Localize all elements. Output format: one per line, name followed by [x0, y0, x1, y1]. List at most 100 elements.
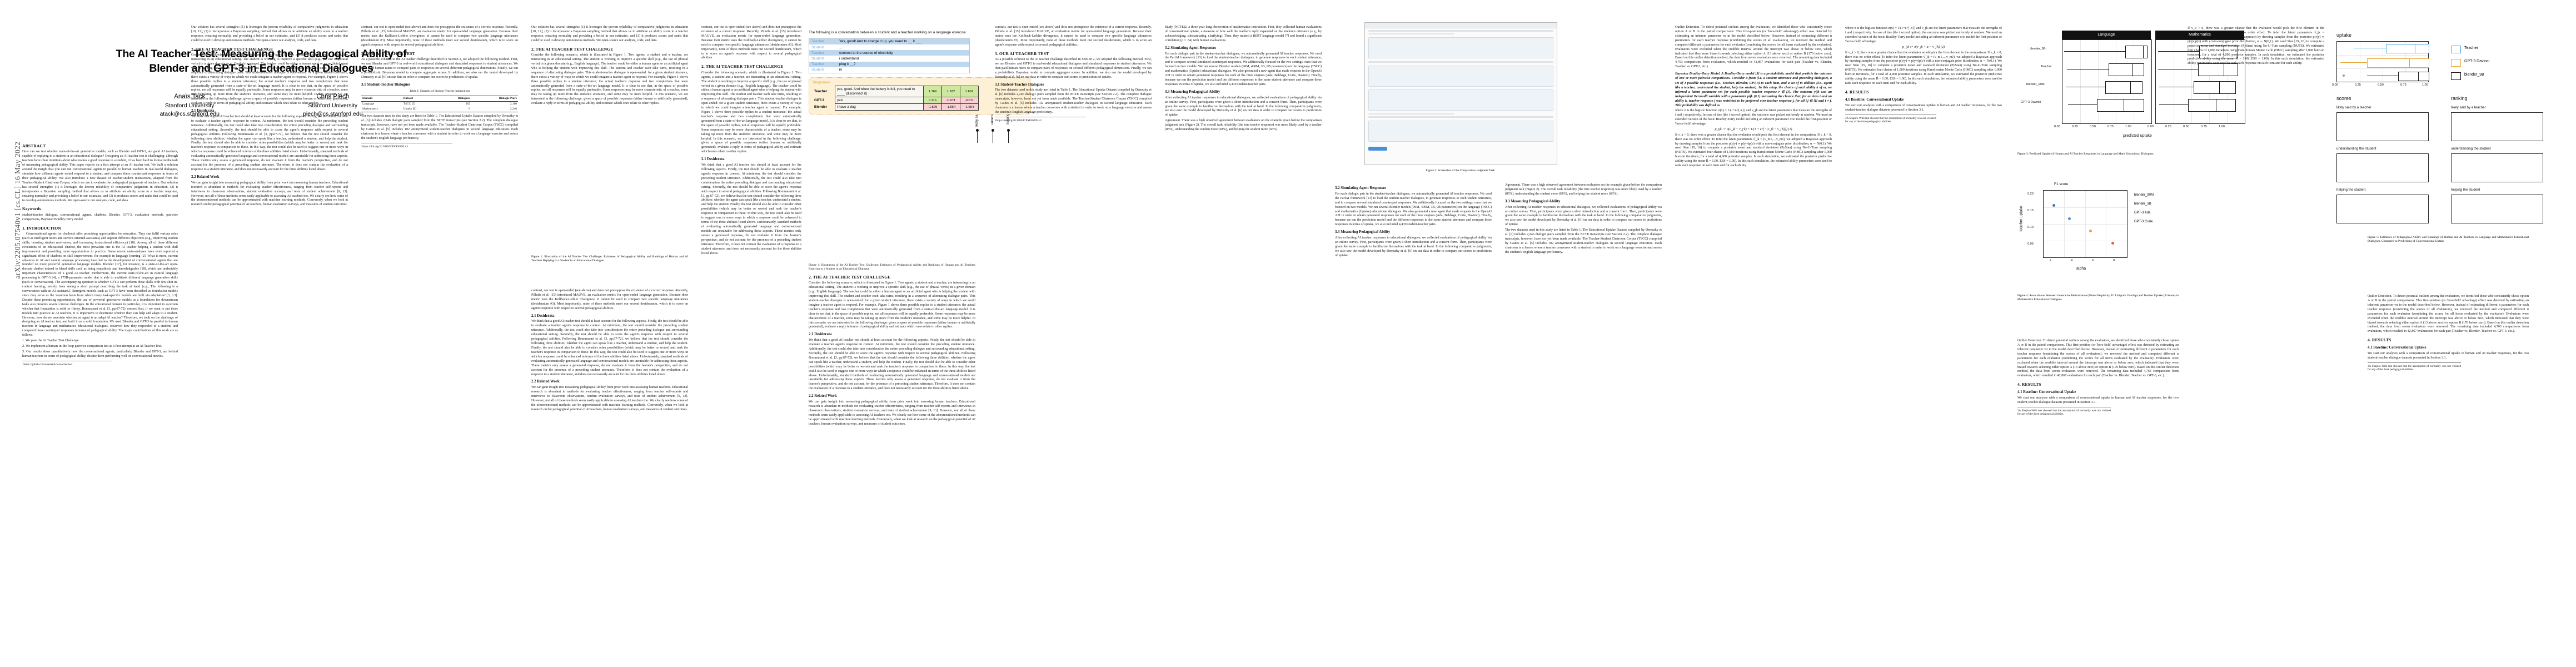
figure-5-plot: uptake 0.00 0.25 0.50 0.75 1.00 — [2332, 32, 2568, 223]
whisker-gpt3 — [2340, 62, 2367, 63]
author-affiliation: Stanford University — [308, 102, 358, 109]
author-block: Chris Piech Stanford University piech@cs… — [303, 92, 363, 118]
figure-4-axes — [2043, 190, 2127, 258]
results-41-heading: 4.1 Baseline: Conversational Uptake — [2017, 390, 2076, 395]
response-text: i have a dog — [835, 103, 924, 111]
subsection-heading: 2.1 Desiderata — [531, 313, 555, 318]
section-heading-2: 2. THE AI TEACHER TEST CHALLENGE — [809, 274, 891, 280]
table-col-header: Dataset — [403, 97, 413, 101]
xtick-label: 0.00 — [2148, 125, 2154, 128]
axis-stem — [1008, 131, 1009, 143]
figure-1-caption-main: Figure 1: Illustration of the AI Teacher… — [809, 263, 975, 271]
paragraph: Consider the following scenario, which i… — [531, 53, 688, 106]
response-score: 1.632 — [941, 86, 960, 98]
dialogue-row: Student ... — [809, 44, 970, 51]
screenshot-option-b — [1368, 89, 1553, 111]
box-median — [2224, 46, 2238, 58]
column-3: contrast, our test is open-ended (see ab… — [361, 26, 518, 654]
column-4-lower: contrast, our test is open-ended (see ab… — [531, 289, 688, 656]
author-block: Anaïs Tack Stanford University atack@cs.… — [160, 92, 220, 118]
paragraph: contrast, our test is open-ended (see ab… — [701, 26, 801, 60]
dialogue-row: Student i understand — [809, 56, 970, 62]
box — [2105, 81, 2131, 94]
subsection-heading-32: 3.2 Simulating Agent Responses — [1165, 46, 1217, 50]
panel-label-scores: scores — [2336, 96, 2351, 101]
table-cell: Language — [362, 102, 375, 106]
equation-1: p_ijk := σ(ν_jk − ν_j'k) = 1/(1 + e^{−(ν… — [1715, 127, 1792, 131]
page-title: The AI Teacher Test: Measuring the Pedag… — [22, 47, 500, 76]
paragraph: contrast, our test is open-ended (see ab… — [995, 26, 1152, 47]
panel-label-ranking: ranking — [2451, 96, 2468, 101]
paragraph: The two datasets used in this study are … — [361, 115, 518, 140]
gridline — [2064, 191, 2065, 257]
response-agent: Blender — [814, 105, 828, 109]
box-blender — [2398, 72, 2419, 81]
paragraph: After collecting AI teacher responses in… — [1165, 96, 1322, 117]
box — [2109, 63, 2133, 76]
figure-4-legend-item: GPT-3 Curie — [2134, 220, 2153, 223]
subsection-heading-33: 3.3 Measuring Pedagogical Ability — [1165, 89, 1220, 94]
column-12: where σ is the logistic function σ(x) = … — [1845, 26, 2002, 654]
gridline — [2085, 191, 2086, 257]
author-email: piech@cs.stanford.edu — [303, 111, 363, 118]
figure-1-prompt: The following is a conversation between … — [809, 31, 967, 34]
xtick-label: 0.50 — [2090, 125, 2096, 128]
axis-stem — [977, 131, 978, 143]
dialogue-text: ... — [837, 44, 970, 51]
response-row: Teacher yes, good. And when the battery … — [813, 86, 979, 98]
ytick-label: Teacher — [2041, 65, 2052, 68]
table-cell: 102 — [466, 102, 471, 106]
author-list: Anaïs Tack Stanford University atack@cs.… — [22, 92, 500, 118]
response-score: -1.829 — [923, 103, 942, 111]
box-median — [2124, 99, 2144, 112]
legend-label-blender: blender_9B — [2464, 73, 2484, 77]
screenshot-submit-button[interactable] — [1368, 146, 1387, 151]
table-1: Domain Dataset Dialogues Dialogic Pairs … — [361, 96, 518, 112]
author-name: Chris Piech — [316, 93, 350, 101]
scatter-point — [2052, 204, 2055, 207]
legend-swatch-gpt3 — [2451, 59, 2461, 67]
subsection-heading-21: 2.1 Desiderata — [191, 109, 215, 113]
response-text: yes! — [835, 97, 924, 104]
table-cell: Uptake [6] — [403, 107, 416, 111]
figure-5-uptake-axes — [2336, 41, 2429, 82]
xtick-label: 0.75 — [2201, 125, 2207, 128]
paragraph: Outlier Detection. To detect potential o… — [2017, 339, 2179, 378]
whisker — [2158, 51, 2199, 52]
response-agent: GPT-3 — [814, 98, 824, 103]
paragraph: For each dialogic pair in the student-te… — [1165, 52, 1322, 86]
whisker — [2064, 51, 2126, 52]
dialogue-text: in — [837, 67, 970, 73]
subsection-heading-31: 3.1 Student-Teacher Dialogues — [995, 82, 1044, 87]
dialogue-row: Teacher connect to the source of electri… — [809, 50, 970, 56]
dialogue-role: Student — [809, 56, 837, 62]
table-cell: 0 — [469, 107, 471, 111]
screenshot-text-line — [1368, 33, 1455, 35]
paragraph: Consider the following scenario, which i… — [191, 53, 348, 106]
ytick-label: 0.05 — [2027, 242, 2034, 246]
response-score: 1.632 — [960, 86, 979, 98]
agreement-paragraph: Agreement. There was a high observed agr… — [1165, 119, 1322, 132]
box-median — [2143, 46, 2148, 58]
screenshot-dialogue-block — [1368, 37, 1553, 59]
xtick-label: 0.50 — [2378, 83, 2384, 87]
author-name: Anaïs Tack — [174, 93, 206, 101]
box-teacher — [2386, 44, 2416, 53]
figure-2-screenshot — [1364, 22, 1557, 165]
xtick-label: 1.00 — [2125, 125, 2131, 128]
paragraph: For each dialogic pair in the student-te… — [1335, 192, 1492, 227]
footnote: 2https://doi.org/10.3886/ICPSR36095.v3 — [995, 116, 1086, 122]
subpanel-label: likely said by a teacher — [2336, 106, 2371, 109]
column-1: ABSTRACT How can we test whether state-o… — [22, 140, 178, 657]
column-14: If ν_k > 0, there was a greater chance t… — [2188, 26, 2324, 654]
table-header-row: Domain Dataset Dialogues Dialogic Pairs — [361, 96, 518, 102]
gridline — [2337, 55, 2428, 56]
ytick-label: GPT-3 Davinci — [2021, 101, 2041, 104]
introduction-heading: 1. INTRODUCTION — [22, 225, 61, 231]
screenshot-titlebar — [1365, 23, 1557, 28]
legend-swatch-blender — [2451, 72, 2461, 80]
figure-4-caption: Figure 4: Associations Between Generativ… — [2017, 294, 2179, 301]
footnote: 2https://doi.org/10.3886/ICPSR36095.v3 — [361, 142, 452, 148]
subsection-heading-32: 3.2 Simulating Agent Responses — [1335, 186, 1387, 190]
abstract-heading: ABSTRACT — [22, 143, 46, 148]
